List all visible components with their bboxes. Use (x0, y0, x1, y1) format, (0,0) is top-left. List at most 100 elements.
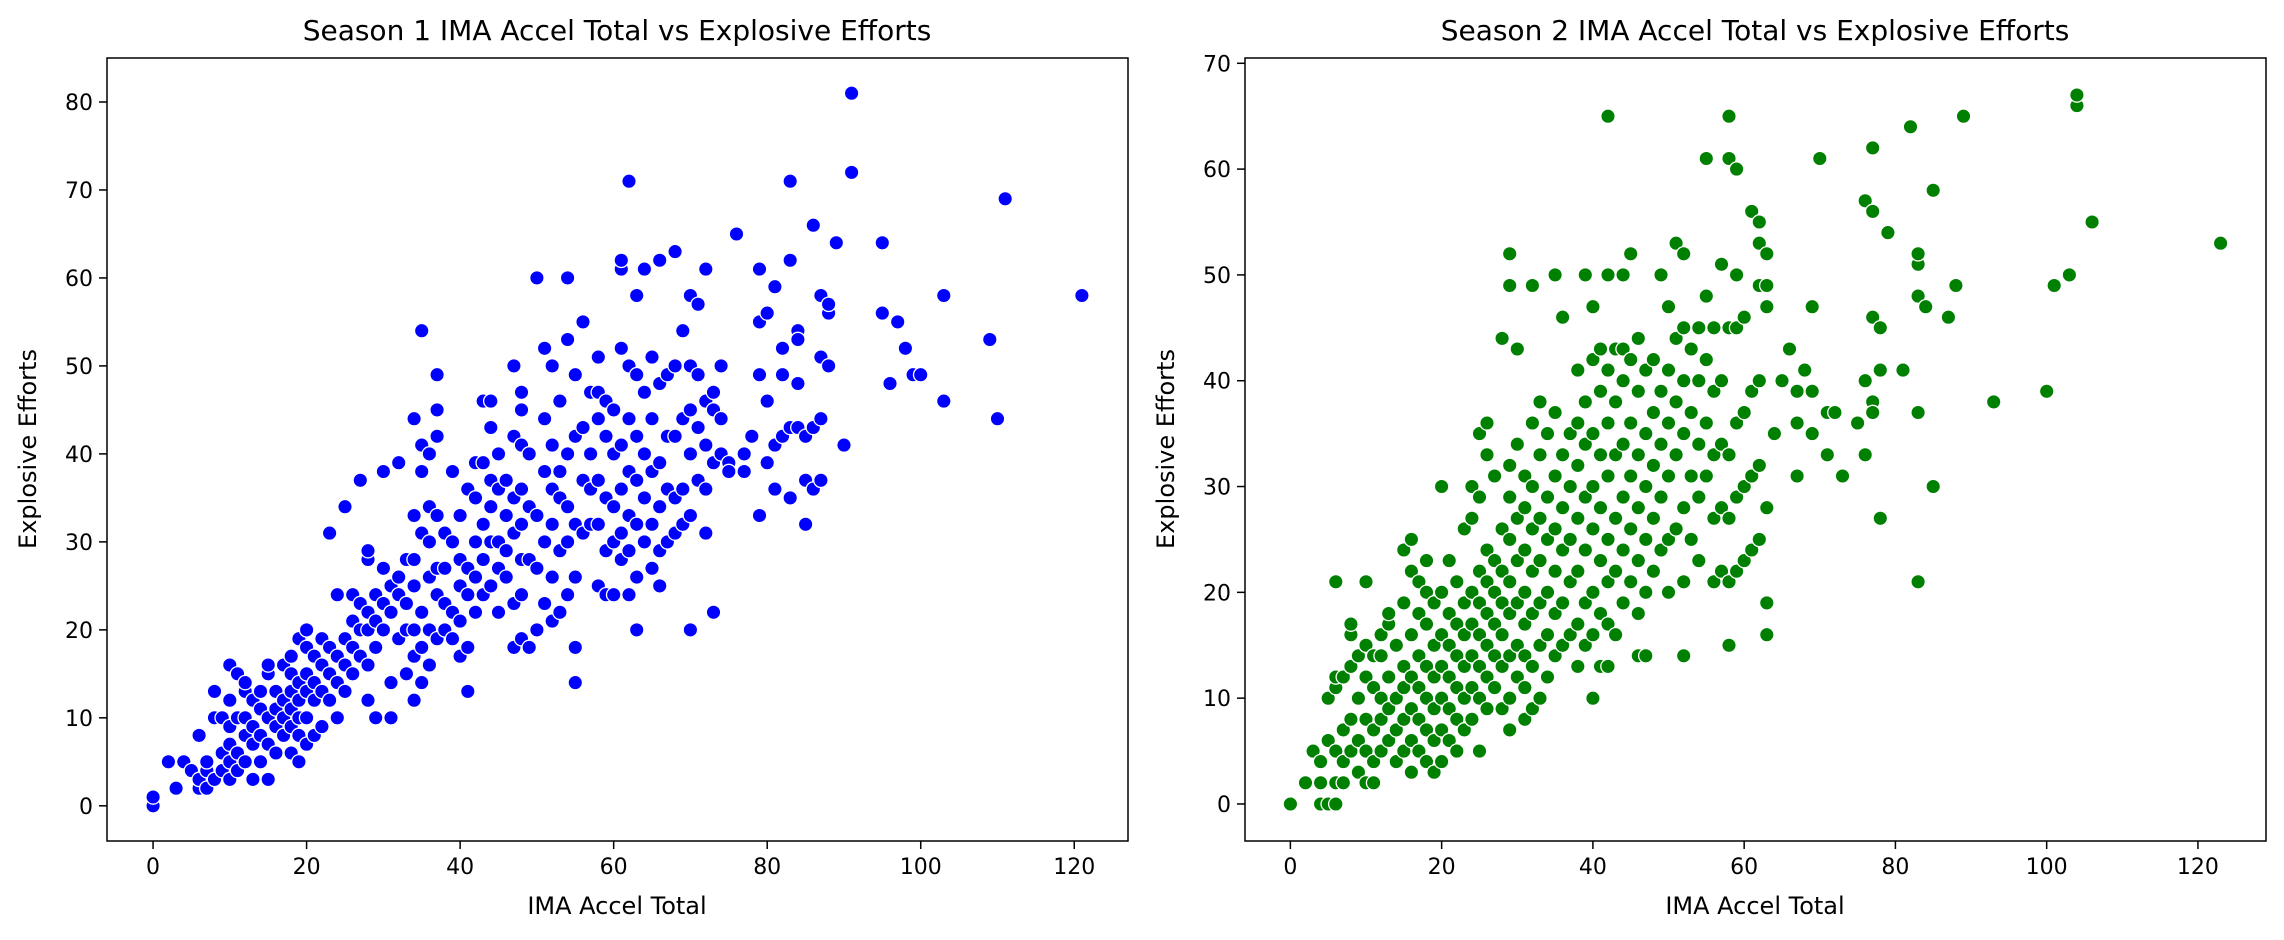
season-1-point (367, 709, 384, 726)
season-1-point (797, 516, 814, 533)
season-1-y-tick-label: 0 (79, 795, 93, 820)
season-1-point (506, 358, 522, 374)
season-2-x-tick-label: 40 (1579, 855, 1607, 880)
season-2-point (1327, 573, 1344, 590)
season-1-point (544, 437, 561, 453)
season-1-point (498, 472, 515, 489)
season-2-point (1547, 521, 1563, 537)
season-1-point (613, 437, 630, 453)
season-2-point (1880, 224, 1896, 241)
season-2-point (1600, 616, 1616, 632)
season-2-point (1448, 573, 1465, 590)
season-1-x-tick-label: 100 (900, 855, 942, 880)
season-1-x-tick-label: 120 (1053, 855, 1095, 880)
season-1-point (590, 410, 607, 427)
season-2-point (1653, 383, 1669, 400)
season-2-point (1516, 584, 1533, 601)
season-2-point (1433, 722, 1450, 738)
season-1-point (360, 657, 376, 673)
season-2-point (1547, 563, 1563, 580)
season-1-point (690, 296, 706, 313)
season-2-point (1335, 753, 1352, 770)
season-2-point (1539, 584, 1556, 601)
season-2-point (1925, 478, 1942, 495)
season-2-point (1509, 436, 1526, 453)
season-2-point (1577, 637, 1594, 654)
season-2-point (1532, 510, 1548, 527)
season-2-point (1441, 637, 1458, 654)
season-1-x-tick-label: 20 (293, 855, 321, 880)
season-2-y-tick-label: 10 (1203, 687, 1231, 712)
season-2-point (1312, 774, 1329, 791)
season-1-point (613, 525, 630, 541)
season-2-point (1690, 436, 1707, 453)
season-2-point (1335, 722, 1352, 738)
season-1-points (145, 85, 1090, 814)
season-1-point (429, 507, 445, 524)
season-2-point (1509, 341, 1526, 357)
season-2-point (1630, 499, 1647, 516)
season-2-point (1630, 605, 1647, 622)
season-1-point (475, 454, 492, 471)
season-2-point (1358, 573, 1374, 590)
season-2-point (1297, 774, 1314, 791)
season-2-point (1804, 425, 1821, 442)
season-2-point (1653, 267, 1669, 283)
season-1-point (221, 692, 238, 709)
season-2-point (1789, 415, 1805, 431)
season-1-point (621, 542, 637, 559)
season-2-point (1864, 309, 1881, 326)
season-1-point (774, 340, 791, 357)
season-1-y-tick-label: 30 (65, 531, 93, 556)
season-2-point (1464, 478, 1480, 495)
season-1-point (628, 428, 645, 445)
season-1-point (935, 393, 952, 409)
season-1-point (513, 402, 530, 418)
season-1-point (398, 595, 415, 612)
season-1-point (459, 586, 476, 603)
season-2-point (1713, 372, 1730, 389)
season-2-point (1456, 521, 1473, 537)
season-1-point (644, 516, 660, 533)
season-1-point (360, 542, 376, 559)
season-1-point (329, 586, 346, 603)
season-1-point (882, 375, 898, 392)
season-1-point (621, 410, 637, 427)
season-2-point (1758, 595, 1775, 611)
season-2-point (1706, 383, 1722, 400)
season-2-point (1577, 595, 1594, 611)
season-2-point (1547, 647, 1563, 664)
season-2-point (1683, 341, 1700, 357)
season-1-point (413, 674, 430, 691)
season-2-point (1728, 267, 1745, 283)
season-2-point (1585, 425, 1601, 442)
season-2-y-tick-label: 20 (1203, 581, 1231, 606)
season-2-point (1910, 404, 1926, 421)
season-2-point (1554, 637, 1571, 654)
season-2-point (1721, 573, 1737, 590)
season-1-point (559, 446, 576, 462)
season-2-point (1690, 489, 1707, 505)
season-1-point (406, 551, 422, 568)
season-2-y-tick-label: 50 (1203, 264, 1231, 289)
season-2-point (1418, 722, 1435, 738)
season-2-point (1327, 743, 1344, 759)
season-2-point (1524, 700, 1541, 717)
season-2-point (1789, 383, 1805, 400)
season-1-point (429, 428, 445, 445)
season-2-point (1524, 415, 1541, 431)
season-2-point (1501, 573, 1518, 590)
season-1-point (836, 437, 852, 453)
season-2-point (1751, 214, 1768, 230)
season-2-point (1569, 457, 1586, 474)
season-2-point (1343, 658, 1359, 675)
season-2-point (1834, 468, 1851, 484)
season-1-point (413, 639, 430, 656)
season-1-point (390, 569, 407, 585)
season-1-point (482, 578, 499, 594)
season-2-y-tick-label: 70 (1203, 52, 1231, 77)
season-2-point (1577, 394, 1594, 410)
season-2-point (1637, 531, 1654, 548)
season-2-point (1516, 468, 1533, 484)
season-1-point (667, 243, 683, 260)
